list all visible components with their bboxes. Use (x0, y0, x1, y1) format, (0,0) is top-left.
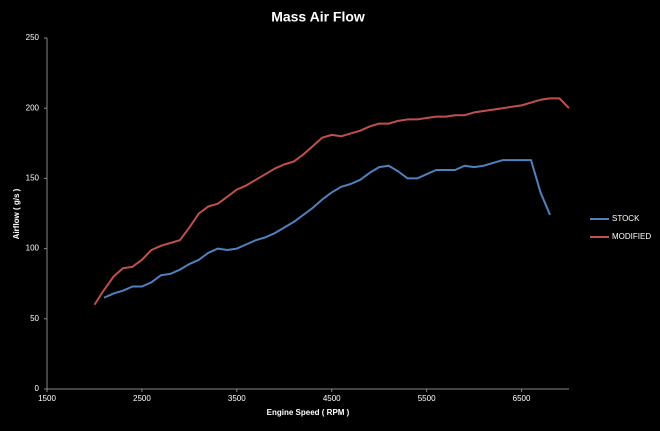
x-tick-label: 5500 (418, 394, 436, 403)
x-tick-label: 1500 (38, 394, 56, 403)
x-tick-label: 6500 (513, 394, 531, 403)
x-tick-label: 3500 (228, 394, 246, 403)
y-tick-label: 150 (26, 174, 40, 183)
y-tick-label: 0 (35, 384, 40, 393)
y-axis-label: Airflow ( g/s ) (12, 188, 21, 239)
series-line (103, 159, 551, 299)
chart-title: Mass Air Flow (271, 9, 365, 25)
x-tick-label: 4500 (323, 394, 341, 403)
x-axis-label: Engine Speed ( RPM ) (267, 408, 350, 417)
legend-label: STOCK (612, 214, 640, 223)
y-tick-label: 250 (26, 33, 40, 42)
x-tick-label: 2500 (133, 394, 151, 403)
y-tick-label: 50 (30, 314, 39, 323)
y-tick-label: 200 (26, 103, 40, 112)
legend-label: MODIFIED (612, 232, 651, 241)
y-tick-label: 100 (26, 244, 40, 253)
series-line (93, 97, 570, 306)
